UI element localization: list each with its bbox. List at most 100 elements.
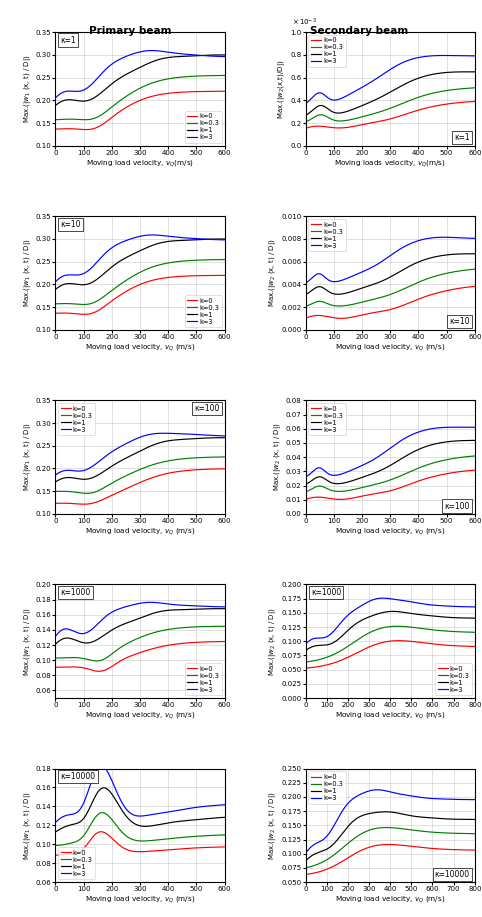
k=1: [96, 272, 102, 283]
k=3: [431, 793, 437, 804]
Line: k=0: k=0: [306, 845, 475, 875]
Line: k=0: k=0: [306, 470, 475, 500]
k=0: [472, 281, 478, 292]
Legend: k=0, k=0.3, k=1, k=3: k=0, k=0.3, k=1, k=3: [58, 847, 95, 879]
k=0: [129, 98, 135, 109]
k=0.3: [96, 294, 102, 305]
k=3: [152, 45, 158, 56]
k=3: [401, 790, 407, 801]
Line: k=1: k=1: [55, 239, 225, 290]
Line: k=3: k=3: [55, 766, 225, 823]
k=0: [386, 839, 391, 850]
k=0.3: [129, 468, 135, 479]
k=0: [333, 493, 338, 504]
k=1: [346, 105, 352, 116]
k=0: [180, 466, 186, 477]
k=3: [222, 51, 228, 62]
k=3: [96, 72, 102, 83]
k=0.3: [222, 70, 228, 81]
k=3: [303, 471, 308, 482]
k=0.3: [379, 477, 385, 488]
Line: k=0.3: k=0.3: [55, 812, 225, 845]
k=0.3: [303, 657, 308, 668]
k=3: [222, 800, 228, 811]
k=3: [166, 806, 172, 817]
Legend: k=0, k=0.3, k=1, k=3: k=0, k=0.3, k=1, k=3: [435, 663, 472, 695]
k=0.3: [82, 488, 88, 499]
Line: k=0: k=0: [55, 469, 225, 504]
k=0.3: [81, 299, 87, 310]
k=3: [82, 465, 88, 476]
k=1: [333, 478, 338, 489]
k=0: [166, 468, 172, 479]
k=1: [449, 813, 455, 824]
k=0.3: [152, 260, 158, 271]
k=0: [472, 845, 478, 856]
Line: k=3: k=3: [306, 790, 475, 853]
k=0: [415, 105, 421, 116]
k=0: [338, 313, 344, 324]
k=3: [82, 267, 88, 278]
X-axis label: Moving loads velocity, $v_Q$(m/s): Moving loads velocity, $v_Q$(m/s): [335, 159, 446, 169]
k=0.3: [222, 451, 228, 462]
k=0.3: [180, 622, 186, 633]
k=3: [333, 470, 338, 481]
k=1: [152, 607, 158, 618]
k=1: [449, 612, 455, 623]
k=1: [165, 236, 171, 247]
k=0.3: [333, 486, 338, 497]
k=1: [464, 66, 470, 77]
Line: k=0: k=0: [306, 286, 475, 318]
k=0.3: [333, 300, 338, 311]
k=3: [180, 600, 186, 611]
k=1: [222, 432, 228, 443]
Line: k=0: k=0: [55, 275, 225, 315]
k=0: [379, 116, 385, 127]
k=3: [152, 428, 158, 439]
Text: κ=1: κ=1: [454, 133, 469, 142]
k=0.3: [401, 823, 407, 834]
Line: k=3: k=3: [306, 56, 475, 104]
k=1: [303, 110, 308, 121]
Line: k=3: k=3: [306, 598, 475, 644]
Legend: k=0, k=0.3, k=1, k=3: k=0, k=0.3, k=1, k=3: [308, 771, 346, 803]
k=0.3: [152, 834, 158, 845]
k=1: [165, 436, 171, 447]
k=1: [472, 613, 478, 624]
k=1: [411, 608, 416, 619]
k=1: [180, 235, 186, 246]
k=0.3: [166, 624, 172, 635]
k=0.3: [53, 840, 58, 851]
k=0.3: [449, 626, 455, 637]
Line: k=3: k=3: [55, 602, 225, 636]
k=3: [129, 809, 135, 820]
k=1: [430, 252, 436, 263]
Line: k=0: k=0: [55, 642, 225, 671]
k=3: [129, 436, 135, 447]
k=0.3: [96, 485, 102, 496]
k=0: [379, 487, 385, 498]
Line: k=1: k=1: [306, 254, 475, 294]
k=0.3: [83, 115, 89, 126]
k=1: [472, 435, 478, 446]
k=0: [129, 845, 135, 856]
k=1: [379, 464, 385, 475]
k=1: [379, 91, 385, 102]
k=0.3: [166, 834, 172, 845]
k=0: [303, 123, 308, 134]
k=0: [333, 313, 338, 324]
k=0: [180, 843, 186, 854]
k=3: [152, 809, 158, 820]
k=3: [430, 232, 436, 243]
k=3: [441, 50, 447, 61]
k=3: [411, 597, 416, 608]
k=0: [303, 869, 308, 880]
k=3: [346, 89, 352, 100]
k=1: [53, 477, 58, 488]
k=0: [96, 121, 102, 132]
k=1: [313, 640, 319, 651]
Text: $\times\,10^{-3}$: $\times\,10^{-3}$: [292, 17, 317, 28]
Text: κ=1: κ=1: [61, 36, 76, 45]
k=1: [401, 809, 407, 820]
k=1: [152, 239, 158, 250]
